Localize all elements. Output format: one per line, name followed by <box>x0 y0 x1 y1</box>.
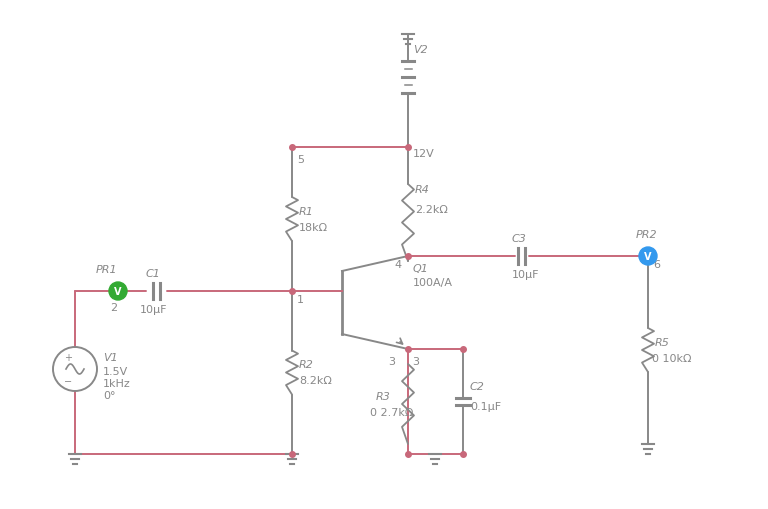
Circle shape <box>53 347 97 391</box>
Text: 2.2kΩ: 2.2kΩ <box>415 205 448 215</box>
Text: R3: R3 <box>376 391 391 401</box>
Text: R5: R5 <box>655 337 670 347</box>
Text: 3: 3 <box>412 356 419 366</box>
Text: 0 2.7kΩ: 0 2.7kΩ <box>370 407 413 417</box>
Text: 12V: 12V <box>413 149 435 159</box>
Text: 1: 1 <box>297 294 304 304</box>
Text: 4: 4 <box>394 260 401 269</box>
Text: V: V <box>114 287 122 296</box>
Text: 18kΩ: 18kΩ <box>299 222 328 233</box>
Text: PR1: PR1 <box>96 265 118 274</box>
Text: C1: C1 <box>146 268 161 278</box>
Text: 0°: 0° <box>103 390 115 400</box>
Text: V: V <box>644 251 652 262</box>
Text: 6: 6 <box>653 260 660 269</box>
Text: Q1: Q1 <box>413 264 429 273</box>
Text: 10μF: 10μF <box>512 269 539 279</box>
Text: V2: V2 <box>413 45 428 55</box>
Text: +: + <box>64 352 72 362</box>
Text: 3: 3 <box>388 356 395 366</box>
Text: C2: C2 <box>470 382 485 392</box>
Circle shape <box>109 282 127 300</box>
Text: 0.1μF: 0.1μF <box>470 402 502 412</box>
Text: 8.2kΩ: 8.2kΩ <box>299 376 332 386</box>
Text: V1: V1 <box>103 352 118 362</box>
Text: 10μF: 10μF <box>140 304 167 315</box>
Text: PR2: PR2 <box>636 230 657 240</box>
Text: 100A/A: 100A/A <box>413 277 453 288</box>
Text: 2: 2 <box>110 302 118 313</box>
Circle shape <box>639 247 657 266</box>
Text: C3: C3 <box>512 234 527 243</box>
Text: −: − <box>64 376 72 386</box>
Text: 1kHz: 1kHz <box>103 378 131 388</box>
Text: R2: R2 <box>299 360 314 370</box>
Text: R1: R1 <box>299 207 314 216</box>
Text: R4: R4 <box>415 185 430 194</box>
Text: 1.5V: 1.5V <box>103 366 128 376</box>
Text: 0 10kΩ: 0 10kΩ <box>652 353 691 363</box>
Text: 5: 5 <box>297 155 304 165</box>
